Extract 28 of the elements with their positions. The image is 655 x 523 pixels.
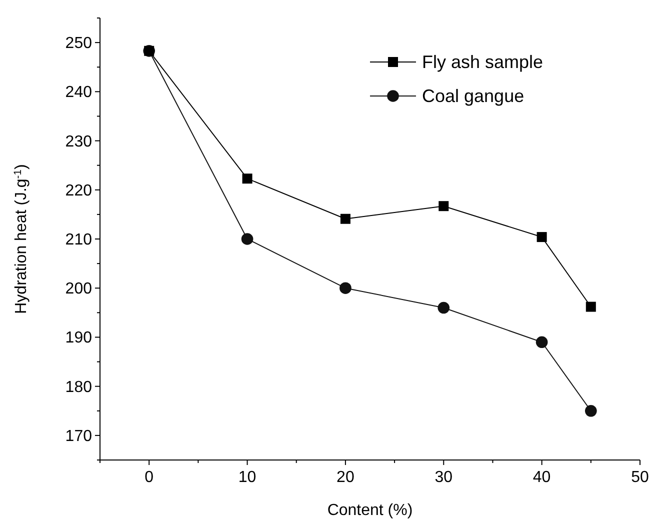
y-tick-label: 170 <box>65 428 92 445</box>
x-tick-label: 30 <box>434 469 453 486</box>
point <box>438 201 449 212</box>
point <box>242 174 252 184</box>
y-tick-label: 180 <box>65 378 92 396</box>
point <box>241 233 254 245</box>
x-tick-label: 0 <box>144 469 154 486</box>
y-tick-label: 200 <box>65 280 92 298</box>
y-tick-label: 240 <box>65 84 92 102</box>
point <box>586 302 596 312</box>
y-tick-label: 210 <box>65 232 92 248</box>
point <box>584 404 597 417</box>
x-tick-label: 20 <box>336 469 354 486</box>
x-axis-title: Content (%) <box>327 502 413 519</box>
y-tick-label: 230 <box>65 133 92 150</box>
point <box>536 336 548 348</box>
legend-label: Fly ash sample <box>422 52 544 72</box>
point <box>340 214 350 224</box>
y-tick-label: 250 <box>65 35 92 52</box>
x-tick-label: 10 <box>238 469 256 486</box>
point <box>536 232 547 242</box>
y-tick-label: 190 <box>65 330 92 347</box>
point <box>340 282 352 294</box>
x-tick-label: 40 <box>532 469 551 486</box>
point <box>438 302 450 314</box>
y-tick-label: 220 <box>65 182 92 200</box>
x-tick-label: 50 <box>631 469 649 486</box>
legend-label: Coal gangue <box>422 86 524 106</box>
